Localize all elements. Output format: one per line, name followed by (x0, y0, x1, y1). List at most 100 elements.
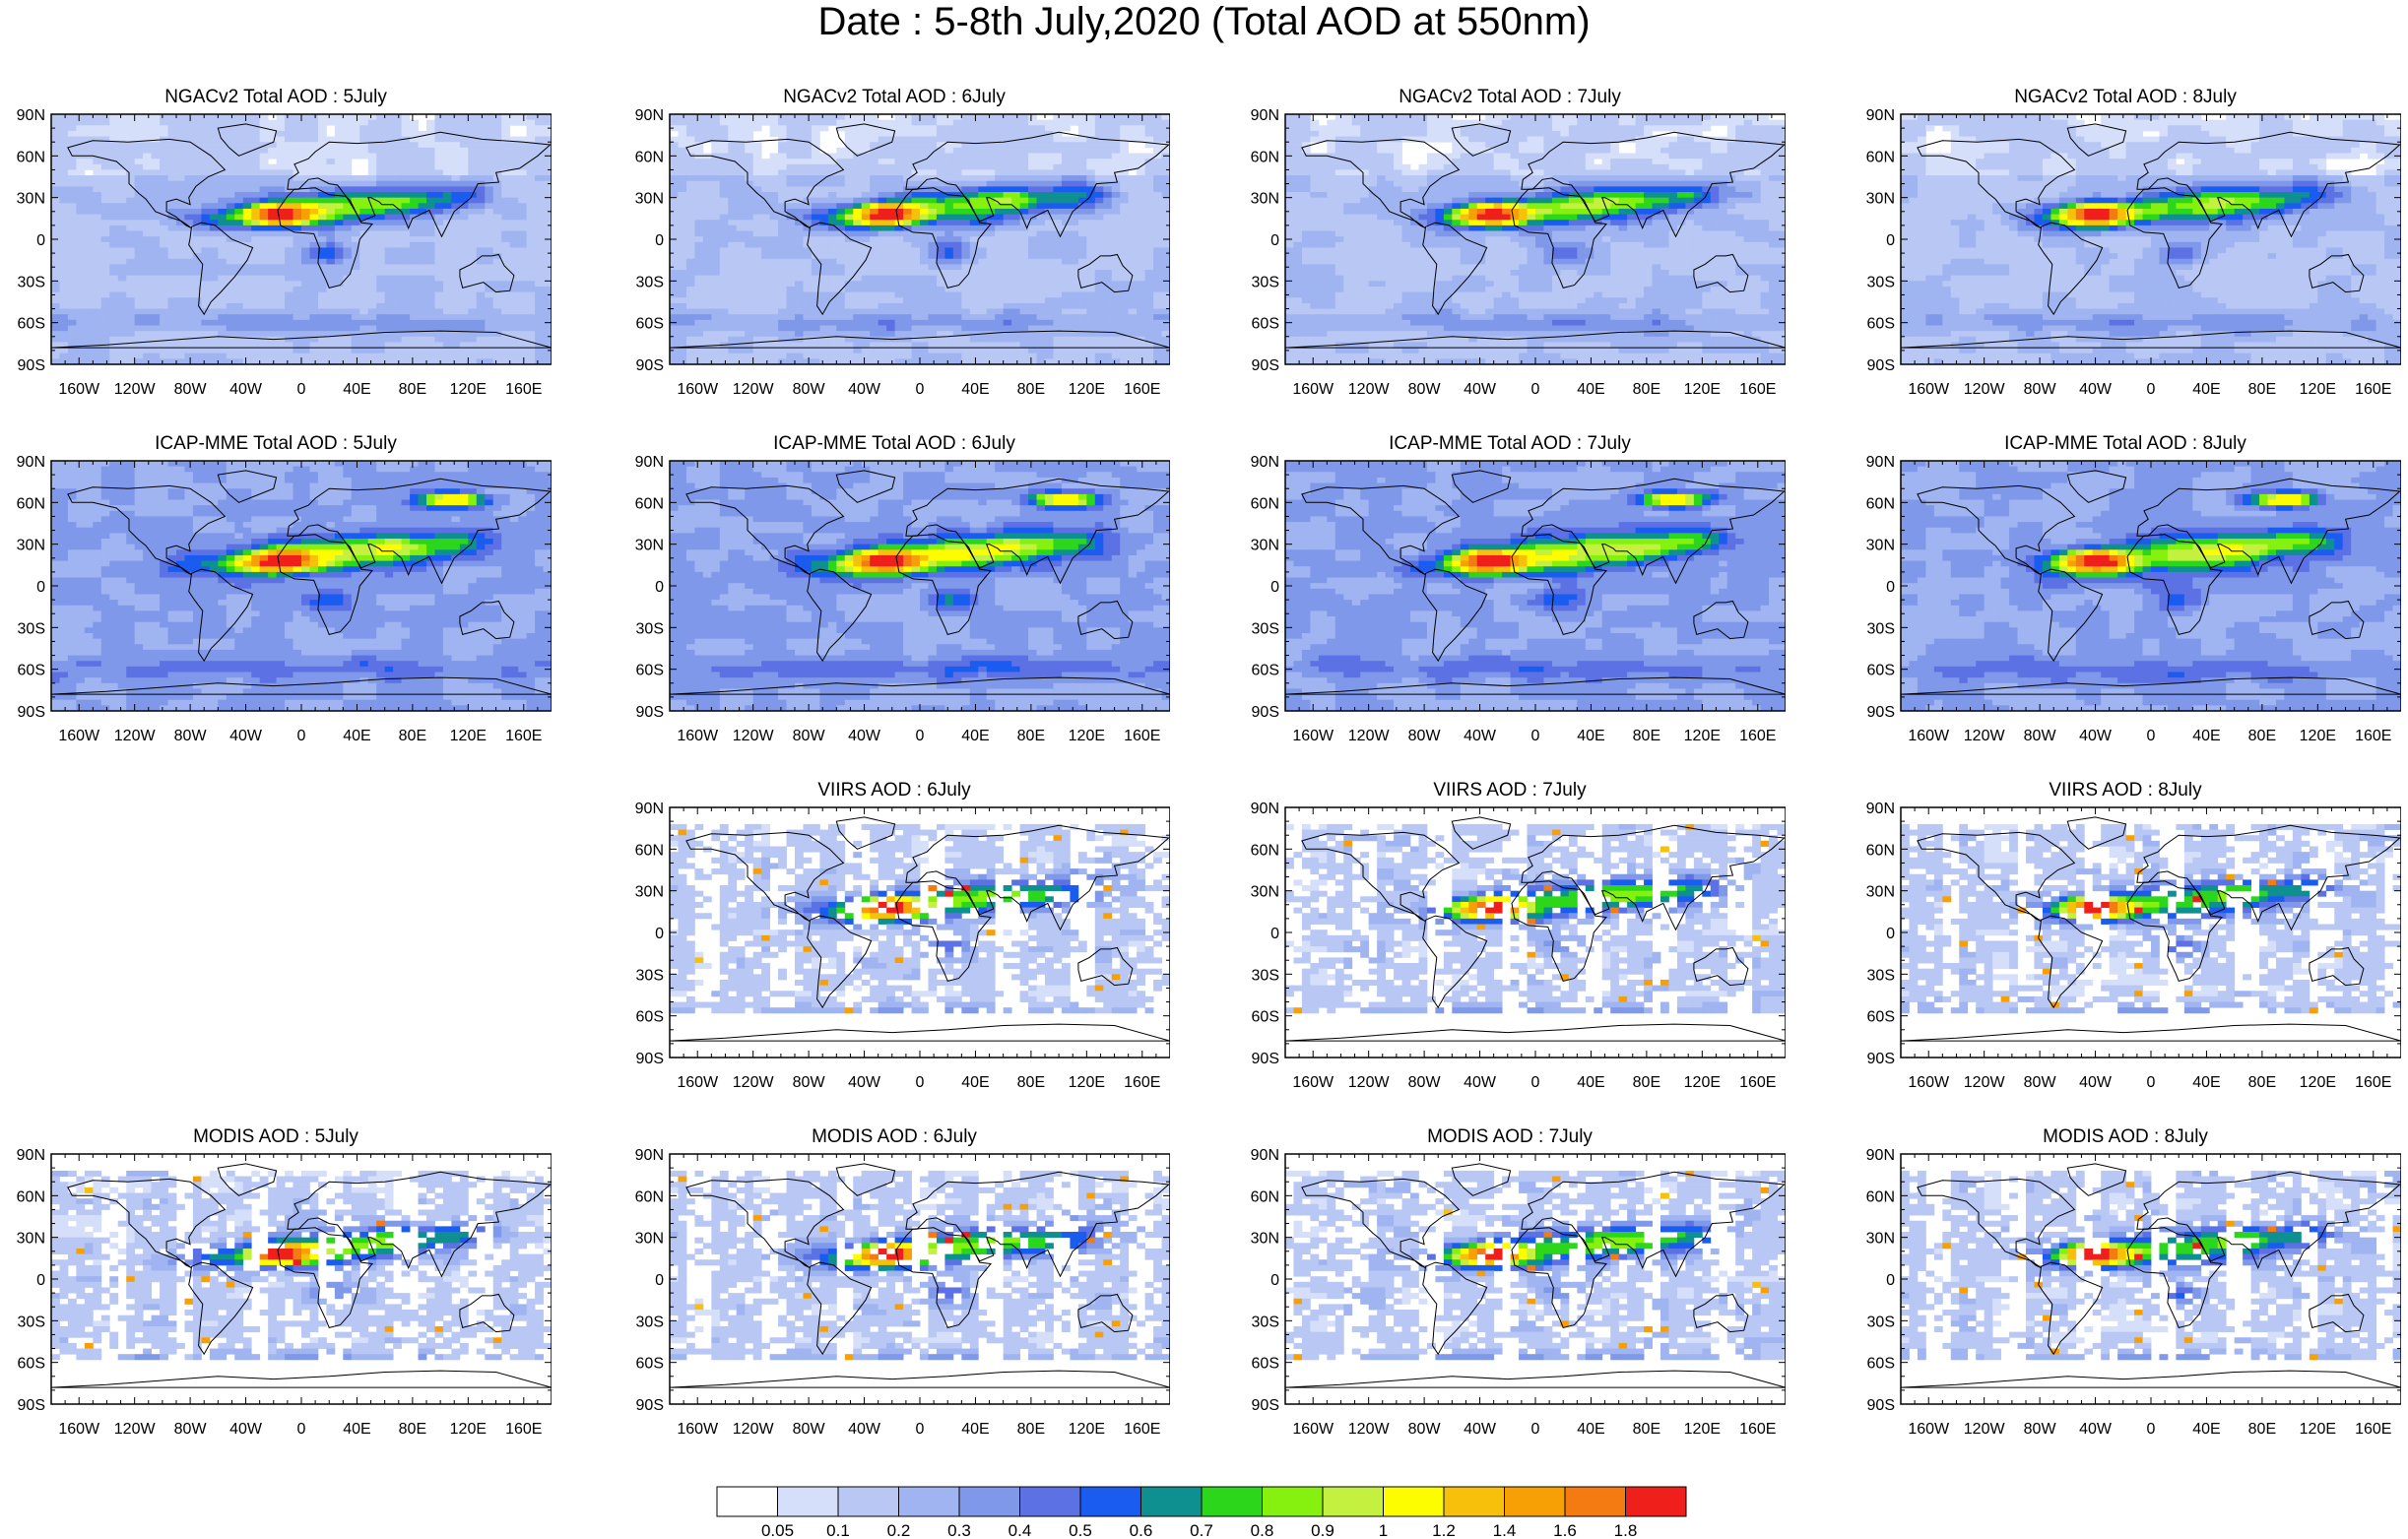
lon-tick-label: 0 (2147, 1074, 2156, 1091)
colorbar-label: 0.4 (1009, 1521, 1032, 1539)
lon-tick-label: 80E (1017, 1074, 1045, 1091)
lat-tick-label: 0 (36, 1272, 45, 1289)
lat-tick-label: 90N (1866, 107, 1895, 124)
lon-tick-label: 80W (2024, 381, 2057, 398)
lon-tick-label: 120W (733, 381, 775, 398)
lat-tick-label: 60S (18, 1356, 45, 1373)
map-panel: ICAP-MME Total AOD : 5July 90N 60N 30N 0 30S 6… (0, 433, 552, 768)
lon-tick-label: 120W (1964, 1074, 2006, 1091)
aod-field (1901, 114, 2401, 364)
lon-tick-label: 160E (1739, 728, 1776, 744)
lon-tick-label: 160W (1292, 381, 1334, 398)
lat-tick-label: 90N (1251, 454, 1279, 471)
lon-tick-label: 160E (1739, 1074, 1776, 1091)
lat-tick-label: 60S (1252, 316, 1279, 333)
lon-tick-label: 40E (1577, 728, 1604, 744)
lon-tick-label: 80E (1017, 728, 1045, 744)
lon-tick-label: 80E (1633, 728, 1660, 744)
lat-tick-label: 60S (1867, 1009, 1895, 1026)
lat-tick-label: 30N (17, 1231, 45, 1248)
lat-tick-label: 90N (635, 1147, 664, 1164)
lat-tick-label: 30S (1252, 1314, 1279, 1330)
aod-map: 90N 60N 30N 0 30S 60S 90S 160W 120W 80W 40W 0 40E 80E… (635, 454, 1170, 744)
lat-tick-label: 90S (18, 357, 45, 374)
lat-tick-label: 60N (1866, 842, 1895, 859)
lon-tick-label: 160E (2355, 728, 2391, 744)
lat-tick-label: 90S (1867, 704, 1895, 721)
coastlines (1900, 123, 2401, 349)
panel-title: NGACv2 Total AOD : 6July (618, 87, 1170, 110)
lon-tick-label: 40E (343, 381, 370, 398)
lat-tick-label: 90S (1867, 1397, 1895, 1414)
colorbar-swatch (1564, 1486, 1626, 1517)
lon-tick-label: 80W (1408, 381, 1442, 398)
panel-title: VIIRS AOD : 8July (1850, 780, 2401, 803)
lon-tick-label: 120W (1964, 728, 2006, 744)
lat-tick-label: 30N (1251, 538, 1279, 554)
lat-tick-label: 60S (1867, 1356, 1895, 1373)
lat-tick-label: 30S (1252, 274, 1279, 290)
lat-tick-label: 0 (655, 1272, 664, 1289)
lat-tick-label: 90S (636, 1397, 664, 1414)
lon-tick-label: 160E (1739, 1421, 1776, 1438)
lon-tick-label: 80W (793, 1421, 826, 1438)
lon-tick-label: 40W (1464, 728, 1497, 744)
lat-tick-label: 0 (36, 232, 45, 249)
lat-tick-label: 0 (1270, 926, 1279, 942)
aod-field (1901, 1170, 2401, 1361)
map-panel: MODIS AOD : 8July 90N 60N 30N 0 30S 60S 90S 160W… (1850, 1126, 2401, 1461)
lon-tick-label: 40W (2079, 381, 2113, 398)
lat-tick-label: 30N (17, 538, 45, 554)
lat-tick-label: 0 (1270, 1272, 1279, 1289)
lon-tick-label: 80E (399, 381, 426, 398)
colorbar-swatch (1443, 1486, 1505, 1517)
lon-tick-label: 120E (1069, 1074, 1105, 1091)
lat-tick-label: 60N (17, 495, 45, 512)
aod-map: 90N 60N 30N 0 30S 60S 90S 160W 120W 80W 40W 0 40E 80E… (1251, 801, 1786, 1091)
panel-title: ICAP-MME Total AOD : 5July (0, 433, 552, 457)
lat-tick-label: 90S (1252, 704, 1279, 721)
map-panel: NGACv2 Total AOD : 5July 90N 60N 30N 0 30S 60S… (0, 87, 552, 421)
lat-tick-label: 60S (18, 663, 45, 679)
coastlines (669, 816, 1170, 1042)
map-panel: MODIS AOD : 7July 90N 60N 30N 0 30S 60S 90S 160W… (1234, 1126, 1786, 1461)
colorbar-swatch (777, 1486, 839, 1517)
lon-tick-label: 80E (1633, 381, 1660, 398)
lat-tick-label: 60S (1867, 663, 1895, 679)
panel-title: ICAP-MME Total AOD : 7July (1234, 433, 1786, 457)
lat-tick-label: 60N (1866, 149, 1895, 165)
map-panel: NGACv2 Total AOD : 7July 90N 60N 30N 0 30S 60S… (1234, 87, 1786, 421)
lon-tick-label: 120W (1964, 1421, 2006, 1438)
lon-tick-label: 120E (1684, 1421, 1721, 1438)
lon-tick-label: 0 (1531, 1421, 1540, 1438)
lat-tick-label: 0 (1886, 579, 1895, 596)
lon-tick-label: 120W (733, 1074, 775, 1091)
lon-tick-label: 120W (1348, 1421, 1391, 1438)
colorbar-swatch (1079, 1486, 1141, 1517)
lat-tick-label: 90N (1866, 1147, 1895, 1164)
lat-tick-label: 0 (36, 579, 45, 596)
panel-title: MODIS AOD : 7July (1234, 1126, 1786, 1150)
lat-tick-label: 90N (635, 107, 664, 124)
colorbar-swatch (1383, 1486, 1445, 1517)
lat-tick-label: 0 (655, 926, 664, 942)
aod-map: 90N 60N 30N 0 30S 60S 90S 160W 120W 80W 40W 0 40E 80E… (1251, 1147, 1786, 1438)
lon-tick-label: 0 (1531, 728, 1540, 744)
lon-tick-label: 0 (2147, 1421, 2156, 1438)
lon-tick-label: 160E (2355, 1074, 2391, 1091)
lat-tick-label: 30S (1867, 274, 1895, 290)
lon-tick-label: 120W (733, 1421, 775, 1438)
lon-tick-label: 120E (1069, 728, 1105, 744)
lon-tick-label: 0 (916, 381, 925, 398)
lat-tick-label: 60N (635, 495, 664, 512)
lon-tick-label: 40W (848, 1074, 881, 1091)
colorbar-label: 0.8 (1251, 1521, 1274, 1539)
lat-tick-label: 90N (1866, 801, 1895, 817)
lon-tick-label: 40E (2192, 1074, 2220, 1091)
lat-tick-label: 90S (636, 357, 664, 374)
coastlines (1284, 123, 1786, 349)
lon-tick-label: 160W (1908, 728, 1950, 744)
aod-map: 90N 60N 30N 0 30S 60S 90S 160W 120W 80W 40W 0 40E 80E… (17, 454, 552, 744)
lat-tick-label: 0 (1270, 579, 1279, 596)
lon-tick-label: 0 (297, 728, 306, 744)
